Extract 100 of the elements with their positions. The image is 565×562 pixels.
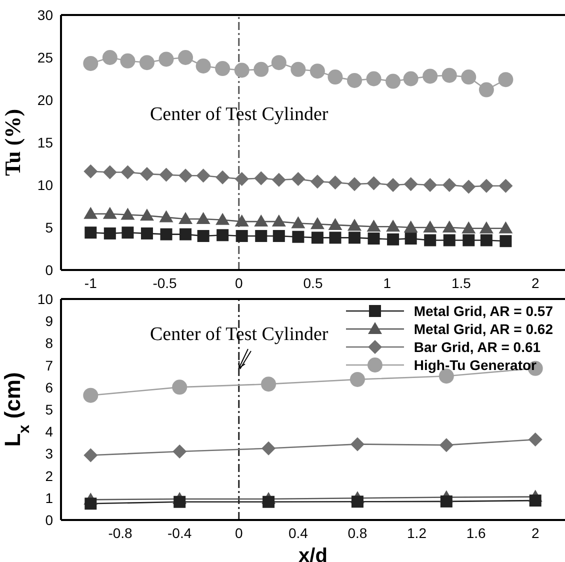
point [178, 50, 194, 65]
point [386, 74, 401, 89]
point [172, 380, 188, 395]
y-tick-label: 6 [45, 379, 54, 396]
point [84, 226, 97, 239]
point [529, 494, 542, 507]
legend-label: Metal Grid, AR = 0.62 [414, 321, 553, 337]
point [462, 234, 475, 246]
point [158, 52, 174, 67]
y-axis-title: Tu (%) [0, 108, 25, 176]
y-tick-label: 9 [45, 313, 54, 330]
point [479, 221, 494, 234]
point [387, 233, 400, 246]
point [197, 230, 210, 242]
point [102, 50, 118, 65]
point [172, 444, 187, 458]
point [442, 178, 456, 192]
point [310, 64, 325, 79]
point [196, 168, 210, 183]
point [347, 72, 362, 88]
point [254, 214, 268, 227]
point [424, 234, 436, 246]
point [84, 498, 97, 510]
point [122, 226, 134, 239]
point [84, 206, 98, 219]
y-tick-label: 15 [37, 134, 54, 150]
point [350, 372, 365, 387]
point [140, 166, 154, 181]
point [386, 178, 400, 192]
point [272, 172, 286, 187]
point [479, 178, 494, 193]
y-tick-label: 7 [45, 357, 54, 374]
point [261, 376, 276, 392]
point [84, 448, 98, 462]
x-tick-label: 1.6 [466, 524, 486, 541]
x-tick-label: 1 [383, 274, 392, 291]
annotation: Center of Test Cylinder [150, 324, 328, 346]
point [498, 178, 513, 193]
point [236, 230, 248, 242]
point [404, 232, 417, 245]
point [403, 71, 418, 86]
point [139, 55, 154, 70]
point [423, 220, 438, 232]
point [328, 70, 343, 85]
point [442, 68, 457, 83]
x-tick-label: 0.4 [288, 524, 308, 541]
point [528, 432, 542, 447]
y-tick-label: 10 [37, 176, 54, 193]
point [348, 232, 361, 244]
point [272, 230, 285, 242]
point [234, 214, 249, 227]
point [386, 220, 400, 232]
y-tick-label: 10 [37, 290, 54, 307]
point [120, 165, 135, 180]
point [350, 437, 364, 452]
y-tick-label: 5 [45, 219, 54, 236]
point [216, 212, 230, 225]
point [462, 180, 476, 194]
point [329, 232, 342, 244]
y-tick-label: 8 [45, 335, 54, 352]
point [120, 53, 136, 68]
point [272, 214, 286, 227]
x-tick-label: 2 [531, 524, 540, 541]
point [159, 210, 174, 222]
point [178, 168, 193, 183]
point [368, 232, 380, 245]
point [140, 227, 153, 240]
point [442, 220, 456, 232]
point [311, 232, 324, 244]
x-tick-label: -1 [84, 274, 98, 291]
point [234, 62, 250, 78]
point [83, 56, 98, 71]
y-tick-label: 2 [45, 468, 54, 484]
y-tick-label: 1 [45, 490, 54, 506]
x-tick-label: 1.5 [452, 274, 472, 291]
y-tick-label: 0 [45, 512, 54, 528]
x-tick-label: -0.8 [108, 524, 133, 541]
y-tick-label: 20 [37, 92, 54, 108]
y-tick-label: 4 [45, 424, 54, 440]
x-tick-label: -0.5 [152, 274, 178, 291]
x-tick-label: 0 [234, 524, 243, 541]
point [423, 178, 438, 192]
point [234, 172, 249, 186]
point [422, 68, 438, 84]
point [215, 61, 230, 76]
point [443, 234, 456, 246]
point [216, 170, 230, 184]
point [348, 218, 362, 231]
point [216, 229, 229, 242]
point [120, 208, 135, 220]
y-tick-label: 30 [37, 6, 54, 23]
point [439, 438, 454, 452]
point [160, 228, 172, 240]
point [102, 206, 117, 219]
point [196, 212, 210, 224]
point [271, 55, 286, 70]
y-tick-label: 5 [45, 401, 54, 418]
y-tick-label: 0 [45, 262, 54, 278]
legend-label: High-Tu Generator [414, 357, 536, 373]
point [83, 388, 98, 403]
